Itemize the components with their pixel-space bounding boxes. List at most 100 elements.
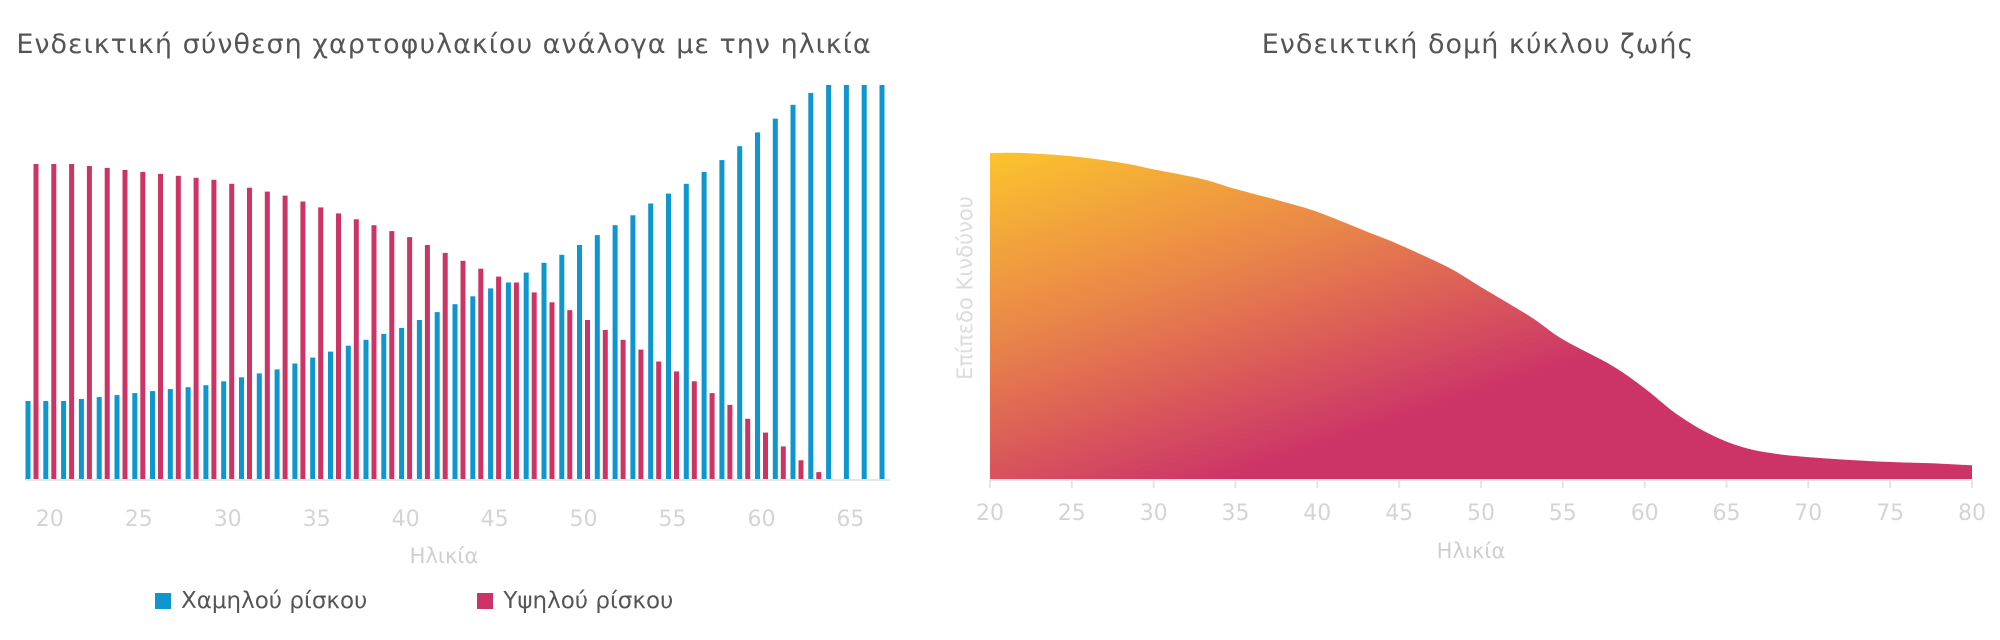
bar-low-risk-58 <box>719 160 725 480</box>
area-x-tick-65: 65 <box>1713 501 1741 526</box>
bar-low-risk-65 <box>843 85 849 480</box>
bar-low-risk-23 <box>96 397 102 481</box>
bar-low-risk-57 <box>701 171 707 480</box>
bar-x-tick-45: 45 <box>481 507 509 532</box>
legend-label-low-risk: Χαμηλού ρίσκου <box>181 588 368 614</box>
bar-low-risk-55 <box>666 193 671 480</box>
bar-high-risk-58 <box>727 404 733 480</box>
area-y-axis-label: Επίπεδο Κινδύνου <box>953 196 977 380</box>
bar-high-risk-57 <box>709 393 715 480</box>
bar-high-risk-31 <box>247 187 252 480</box>
bar-low-risk-26 <box>150 391 155 480</box>
portfolio-composition-panel: Ενδεικτική σύνθεση χαρτοφυλακίου ανάλογα… <box>0 0 900 640</box>
bar-high-risk-19 <box>33 164 39 480</box>
bar-low-risk-38 <box>363 339 369 480</box>
bar-low-risk-41 <box>416 320 422 480</box>
bar-high-risk-35 <box>318 207 324 480</box>
bar-high-risk-34 <box>300 201 306 480</box>
bar-low-risk-47 <box>523 272 529 480</box>
bar-x-tick-65: 65 <box>836 507 864 532</box>
area-x-tick-75: 75 <box>1876 501 1904 526</box>
lifecycle-area-chart: Ενδεικτική δομή κύκλου ζωής 20 25 30 35 40 45… <box>953 29 1986 563</box>
lifecycle-panel: Ενδεικτική δομή κύκλου ζωής 20 25 30 35 40 45… <box>940 0 2000 640</box>
bar-low-risk-32 <box>256 373 262 481</box>
bar-high-risk-51 <box>602 329 608 480</box>
bar-low-risk-21 <box>61 401 67 480</box>
bar-low-risk-25 <box>132 393 138 480</box>
bar-high-risk-63 <box>816 472 822 480</box>
area-x-tick-30: 30 <box>1140 501 1168 526</box>
area-x-tick-40: 40 <box>1303 501 1331 526</box>
bar-low-risk-56 <box>683 183 689 481</box>
bar-low-risk-39 <box>381 333 387 481</box>
bar-low-risk-34 <box>292 363 298 480</box>
bar-low-risk-42 <box>434 312 440 480</box>
bar-high-risk-25 <box>140 171 146 480</box>
area-chart-title: Ενδεικτική δομή κύκλου ζωής <box>1262 29 1695 60</box>
bar-high-risk-48 <box>549 302 555 481</box>
bar-low-risk-29 <box>203 385 209 480</box>
area-x-tick-20: 20 <box>976 501 1004 526</box>
bar-low-risk-28 <box>185 387 191 480</box>
bar-high-risk-26 <box>158 173 163 480</box>
bar-low-risk-22 <box>78 399 84 480</box>
bar-high-risk-20 <box>51 164 57 480</box>
area-x-tick-80: 80 <box>1958 501 1986 526</box>
bar-low-risk-37 <box>345 345 351 480</box>
bar-high-risk-30 <box>229 183 235 481</box>
bar-x-tick-25: 25 <box>125 507 153 532</box>
bar-high-risk-32 <box>264 191 270 480</box>
legend-item-low-risk: Χαμηλού ρίσκου <box>155 588 367 614</box>
area-x-tick-25: 25 <box>1058 501 1086 526</box>
bar-low-risk-30 <box>221 381 227 481</box>
bar-low-risk-27 <box>167 389 173 480</box>
area-x-tick-60: 60 <box>1631 501 1659 526</box>
legend-swatch-high-risk <box>477 593 494 609</box>
bar-high-risk-23 <box>104 167 110 480</box>
bar-low-risk-43 <box>452 304 458 480</box>
bar-high-risk-60 <box>763 432 768 480</box>
bar-low-risk-31 <box>239 377 244 480</box>
bar-high-risk-56 <box>691 381 697 481</box>
bar-low-risk-44 <box>470 296 476 480</box>
bar-high-risk-46 <box>513 282 519 480</box>
portfolio-bar-chart: Ενδεικτική σύνθεση χαρτοφυλακίου ανάλογα… <box>16 29 890 568</box>
area-x-tick-labels: 20 25 30 35 40 45 50 55 60 65 70 75 80 <box>976 480 1986 526</box>
area-x-tick-35: 35 <box>1222 501 1250 526</box>
bar-low-risk-20 <box>43 401 49 480</box>
bar-low-risk-24 <box>114 395 120 480</box>
bar-high-risk-54 <box>656 361 662 480</box>
bar-high-risk-41 <box>424 245 430 480</box>
bar-high-risk-33 <box>282 195 288 480</box>
bar-high-risk-44 <box>478 268 484 480</box>
bar-high-risk-43 <box>460 260 466 480</box>
bar-low-risk-61 <box>772 118 778 480</box>
bar-high-risk-53 <box>638 349 644 480</box>
bar-high-risk-40 <box>407 237 413 480</box>
bar-high-risk-59 <box>745 418 751 480</box>
bar-high-risk-49 <box>567 310 573 480</box>
bar-low-risk-19 <box>25 401 31 480</box>
bar-high-risk-55 <box>674 371 679 480</box>
bar-high-risk-22 <box>86 166 92 480</box>
bar-low-risk-35 <box>310 357 316 481</box>
bar-low-risk-49 <box>559 254 565 480</box>
bar-low-risk-59 <box>737 146 743 480</box>
bar-low-risk-53 <box>630 215 636 481</box>
bar-low-risk-64 <box>826 85 832 480</box>
bar-low-risk-63 <box>808 92 814 481</box>
bar-x-tick-50: 50 <box>570 507 598 532</box>
bar-high-risk-39 <box>389 231 395 480</box>
bar-x-tick-labels: 20 25 30 35 40 45 50 55 60 65 <box>36 507 865 532</box>
area-x-axis-label: Ηλικία <box>1437 539 1506 563</box>
bar-chart-title: Ενδεικτική σύνθεση χαρτοφυλακίου ανάλογα… <box>16 29 871 60</box>
bar-x-axis-label: Ηλικία <box>410 544 479 568</box>
bar-x-tick-40: 40 <box>392 507 420 532</box>
bar-x-tick-55: 55 <box>659 507 687 532</box>
bar-high-risk-45 <box>496 276 502 480</box>
bar-low-risk-46 <box>505 282 511 480</box>
bar-high-risk-62 <box>798 460 804 481</box>
bar-high-risk-27 <box>175 175 181 481</box>
bar-high-risk-38 <box>371 225 377 480</box>
bar-x-tick-20: 20 <box>36 507 64 532</box>
